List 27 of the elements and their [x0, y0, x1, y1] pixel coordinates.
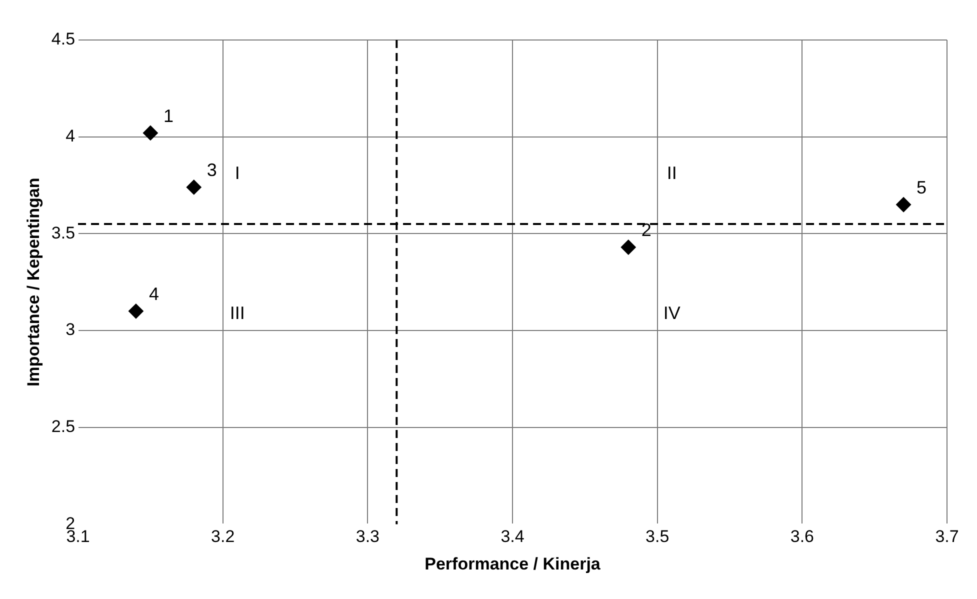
- annotation: IV: [663, 302, 680, 323]
- annotation: 3: [206, 160, 217, 180]
- point: [142, 125, 158, 140]
- annotation: 2: [641, 220, 652, 240]
- annotation: 5: [916, 178, 927, 198]
- y-tick-label: 4.5: [51, 30, 76, 49]
- x-tick-label: 3.5: [646, 527, 670, 546]
- annotation: 1: [163, 106, 174, 126]
- point: [186, 180, 202, 195]
- x-tick-label: 3.7: [935, 527, 959, 546]
- x-tick-label: 3.3: [356, 527, 380, 546]
- annotation: 4: [148, 284, 159, 304]
- annotation: I: [234, 162, 240, 183]
- x-tick-label: 3.4: [500, 527, 524, 546]
- point: [896, 197, 912, 212]
- y-tick-label: 3: [66, 320, 76, 340]
- x-tick-label: 3.2: [211, 527, 235, 546]
- y-tick-label: 2.5: [51, 417, 76, 436]
- point: [620, 240, 636, 255]
- x-tick-label: 3.6: [790, 527, 814, 546]
- x-axis-title: Performance / Kinerja: [424, 554, 601, 574]
- y-tick-label: 3.5: [51, 223, 76, 242]
- y-tick-label: 4: [66, 126, 76, 146]
- point: [128, 304, 144, 319]
- annotation: III: [230, 302, 245, 323]
- y-axis-title: Importance / Kepentingan: [24, 178, 43, 386]
- annotation: II: [666, 162, 677, 183]
